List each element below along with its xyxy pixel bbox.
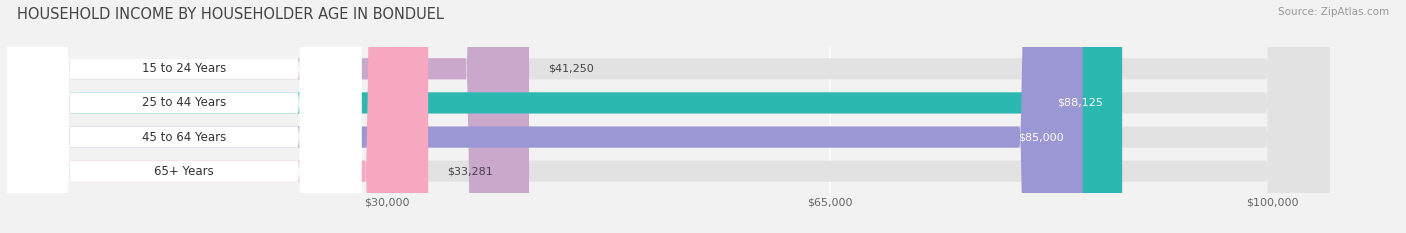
Text: Source: ZipAtlas.com: Source: ZipAtlas.com bbox=[1278, 7, 1389, 17]
Text: 65+ Years: 65+ Years bbox=[155, 165, 214, 178]
Text: 45 to 64 Years: 45 to 64 Years bbox=[142, 130, 226, 144]
FancyBboxPatch shape bbox=[7, 0, 1330, 233]
Text: HOUSEHOLD INCOME BY HOUSEHOLDER AGE IN BONDUEL: HOUSEHOLD INCOME BY HOUSEHOLDER AGE IN B… bbox=[17, 7, 444, 22]
Text: 25 to 44 Years: 25 to 44 Years bbox=[142, 96, 226, 110]
FancyBboxPatch shape bbox=[7, 0, 361, 233]
FancyBboxPatch shape bbox=[7, 0, 361, 233]
FancyBboxPatch shape bbox=[7, 0, 361, 233]
Text: $88,125: $88,125 bbox=[1057, 98, 1104, 108]
FancyBboxPatch shape bbox=[7, 0, 1330, 233]
FancyBboxPatch shape bbox=[7, 0, 529, 233]
Text: $41,250: $41,250 bbox=[548, 64, 593, 74]
Text: 15 to 24 Years: 15 to 24 Years bbox=[142, 62, 226, 75]
FancyBboxPatch shape bbox=[7, 0, 361, 233]
FancyBboxPatch shape bbox=[7, 0, 1122, 233]
FancyBboxPatch shape bbox=[7, 0, 1083, 233]
FancyBboxPatch shape bbox=[7, 0, 1330, 233]
Text: $33,281: $33,281 bbox=[447, 166, 494, 176]
FancyBboxPatch shape bbox=[7, 0, 1330, 233]
FancyBboxPatch shape bbox=[7, 0, 429, 233]
Text: $85,000: $85,000 bbox=[1018, 132, 1063, 142]
